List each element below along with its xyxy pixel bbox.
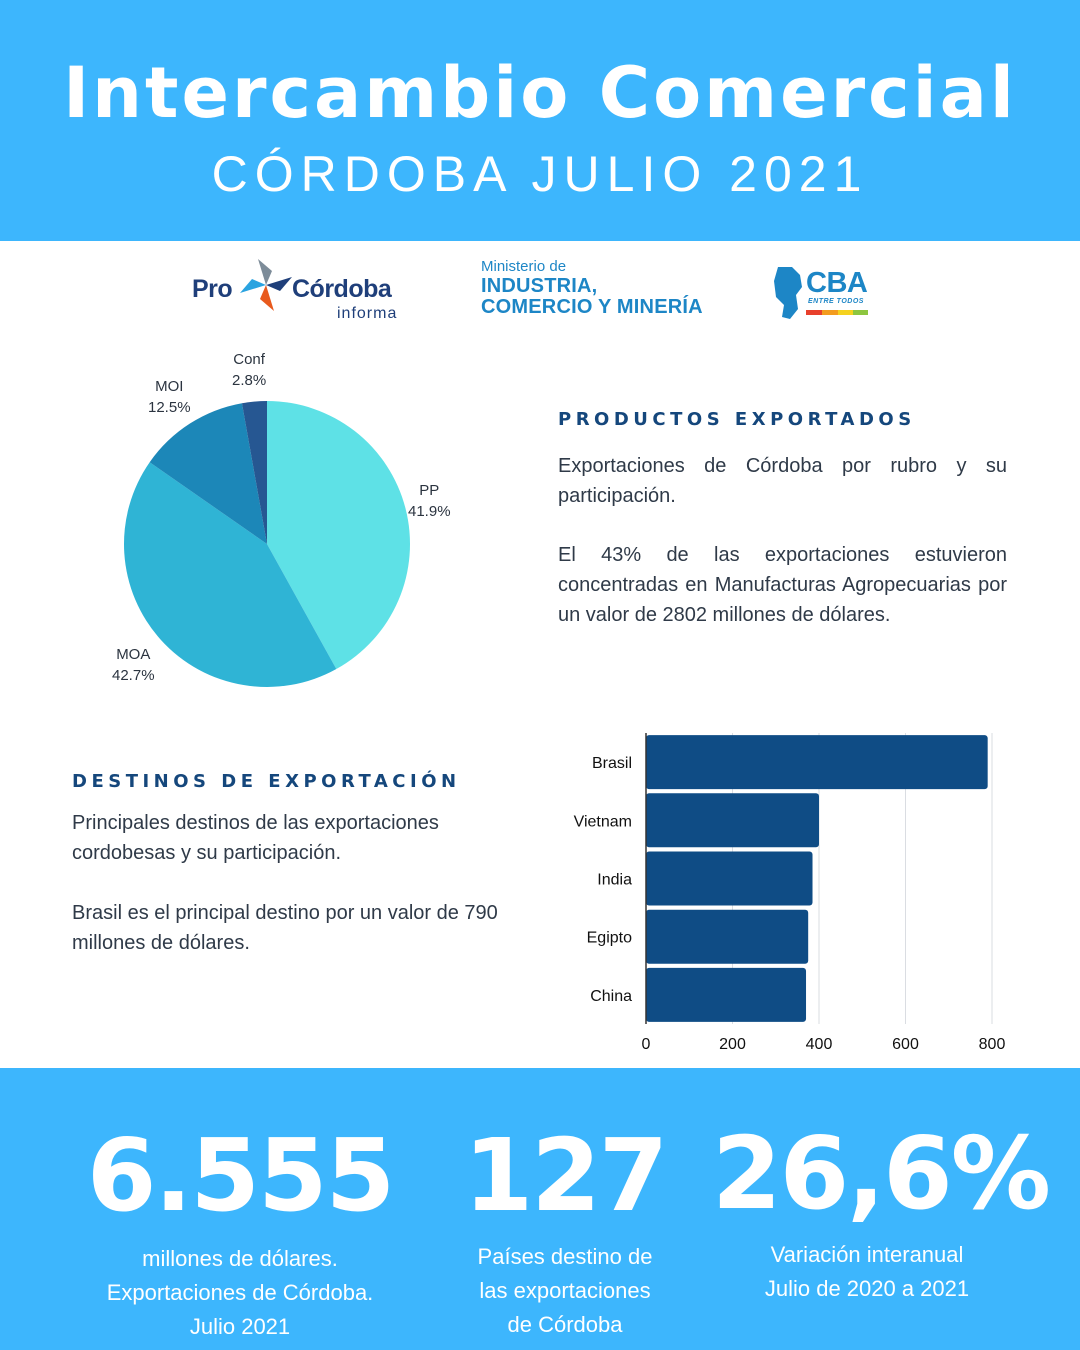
cba-logo-name: CBA <box>806 267 868 299</box>
pie-label-moi: MOI 12.5% <box>148 376 191 418</box>
pie-slice-moi <box>149 403 267 544</box>
bar-chart-svg: 0 200 400 600 800 Brasil Vietnam India Egipto Chi… <box>574 733 1006 1053</box>
pie-label-moa-name: MOA <box>116 646 151 663</box>
y-category-label: Vietnam <box>574 813 632 830</box>
bar-chart: 0 200 400 600 800 Brasil Vietnam India Egipto Chi… <box>540 725 1040 1065</box>
stat-exports-total-line-1: millones de dólares. <box>142 1246 338 1271</box>
bar-egipto <box>646 909 809 964</box>
pie-label-moi-value: 12.5% <box>148 399 191 416</box>
pie-label-moi-name: MOI <box>155 378 184 395</box>
stat-exports-total: 6.555 millones de dólares. Exportaciones… <box>60 1116 420 1344</box>
x-tick-label: 200 <box>719 1036 746 1053</box>
stat-exports-total-line-3: Julio 2021 <box>189 1314 291 1339</box>
procordoba-logo-cordoba: Córdoba <box>292 275 392 303</box>
y-category-label: Brasil <box>592 755 632 772</box>
x-tick-label: 800 <box>979 1036 1006 1053</box>
ministerio-line2: INDUSTRIA, <box>481 275 598 297</box>
province-map-icon <box>774 267 802 319</box>
stat-exports-total-line-2: Exportaciones de Córdoba. <box>106 1280 374 1305</box>
destinos-heading: DESTINOS DE EXPORTACIÓN <box>72 771 461 792</box>
ministerio-line1: Ministerio de <box>481 258 567 275</box>
ministerio-line3: COMERCIO Y MINERÍA <box>481 296 703 318</box>
x-tick-label: 600 <box>892 1036 919 1053</box>
productos-paragraph-1: Exportaciones de Córdoba por rubro y su … <box>558 455 1007 507</box>
pie-slice-moa <box>124 462 337 687</box>
pie-label-moa-value: 42.7% <box>112 667 155 684</box>
ministerio-logo: Ministerio de INDUSTRIA, COMERCIO Y MINE… <box>481 258 711 328</box>
procordoba-logo-pro: Pro <box>192 275 233 303</box>
stat-year-over-year-value: 26,6% <box>712 1115 1051 1232</box>
y-category-label: Egipto <box>587 930 632 947</box>
logo-strip: Pro Córdoba informa Ministerio de INDUST… <box>0 245 1080 335</box>
stat-exports-total-description: millones de dólares. Exportaciones de Có… <box>60 1242 420 1344</box>
stat-destination-countries-line-1: Países destino de <box>477 1244 653 1269</box>
destinos-paragraph-2: Brasil es el principal destino por un va… <box>72 902 498 954</box>
procordoba-logo: Pro Córdoba informa <box>192 253 412 322</box>
productos-heading: PRODUCTOS EXPORTADOS <box>558 409 916 430</box>
bar-brasil <box>646 735 988 790</box>
stat-year-over-year-line-2: Julio de 2020 a 2021 <box>764 1276 970 1301</box>
pinwheel-icon <box>240 259 292 311</box>
stat-year-over-year-description: Variación interanual Julio de 2020 a 202… <box>712 1238 1022 1306</box>
page-subtitle: CÓRDOBA JULIO 2021 <box>211 146 869 202</box>
productos-paragraph-2: El 43% de las exportaciones estuvieron c… <box>558 544 1007 626</box>
stat-destination-countries-description: Países destino de las exportaciones de C… <box>425 1240 705 1342</box>
pie-slice-conf <box>241 401 267 544</box>
stats-banner: 6.555 millones de dólares. Exportaciones… <box>0 1068 1080 1350</box>
stat-destination-countries-line-3: de Córdoba <box>507 1312 623 1337</box>
x-tick-label: 0 <box>642 1036 651 1053</box>
pie-label-pp: PP 41.9% <box>408 480 451 522</box>
y-category-label: China <box>590 988 632 1005</box>
pie-label-moa: MOA 42.7% <box>112 644 155 686</box>
pie-slice-pp <box>267 401 411 670</box>
pie-label-pp-name: PP <box>419 482 440 499</box>
stat-destination-countries-value: 127 <box>463 1117 669 1234</box>
stat-year-over-year-line-1: Variación interanual <box>770 1242 964 1267</box>
color-stripe <box>806 310 868 315</box>
pie-chart: PP 41.9% MOA 42.7% MOI 12.5% Conf 2.8% <box>100 340 500 710</box>
pie-label-conf-name: Conf <box>233 351 265 368</box>
pie-label-pp-value: 41.9% <box>408 503 451 520</box>
bar-india <box>646 851 813 906</box>
y-category-label: India <box>597 872 632 889</box>
stat-year-over-year: 26,6% Variación interanual Julio de 2020… <box>712 1114 1051 1306</box>
bar-vietnam <box>646 793 819 848</box>
bar-china <box>646 967 807 1022</box>
stat-exports-total-value: 6.555 <box>86 1117 395 1234</box>
cba-logo: CBA ENTRE TODOS <box>772 255 872 325</box>
destinos-paragraph-1: Principales destinos de las exportacione… <box>72 812 439 864</box>
x-tick-label: 400 <box>806 1036 833 1053</box>
pie-label-conf-value: 2.8% <box>232 372 267 389</box>
cba-logo-tagline: ENTRE TODOS <box>808 298 864 305</box>
pie-label-conf: Conf 2.8% <box>232 349 266 391</box>
header-banner: Intercambio Comercial CÓRDOBA JULIO 2021 <box>0 0 1080 241</box>
pie-chart-svg <box>124 401 411 687</box>
stat-destination-countries: 127 Países destino de las exportaciones … <box>425 1116 705 1342</box>
stat-destination-countries-line-2: las exportaciones <box>479 1278 651 1303</box>
page-title: Intercambio Comercial <box>63 52 1017 134</box>
procordoba-logo-informa: informa <box>337 305 398 322</box>
